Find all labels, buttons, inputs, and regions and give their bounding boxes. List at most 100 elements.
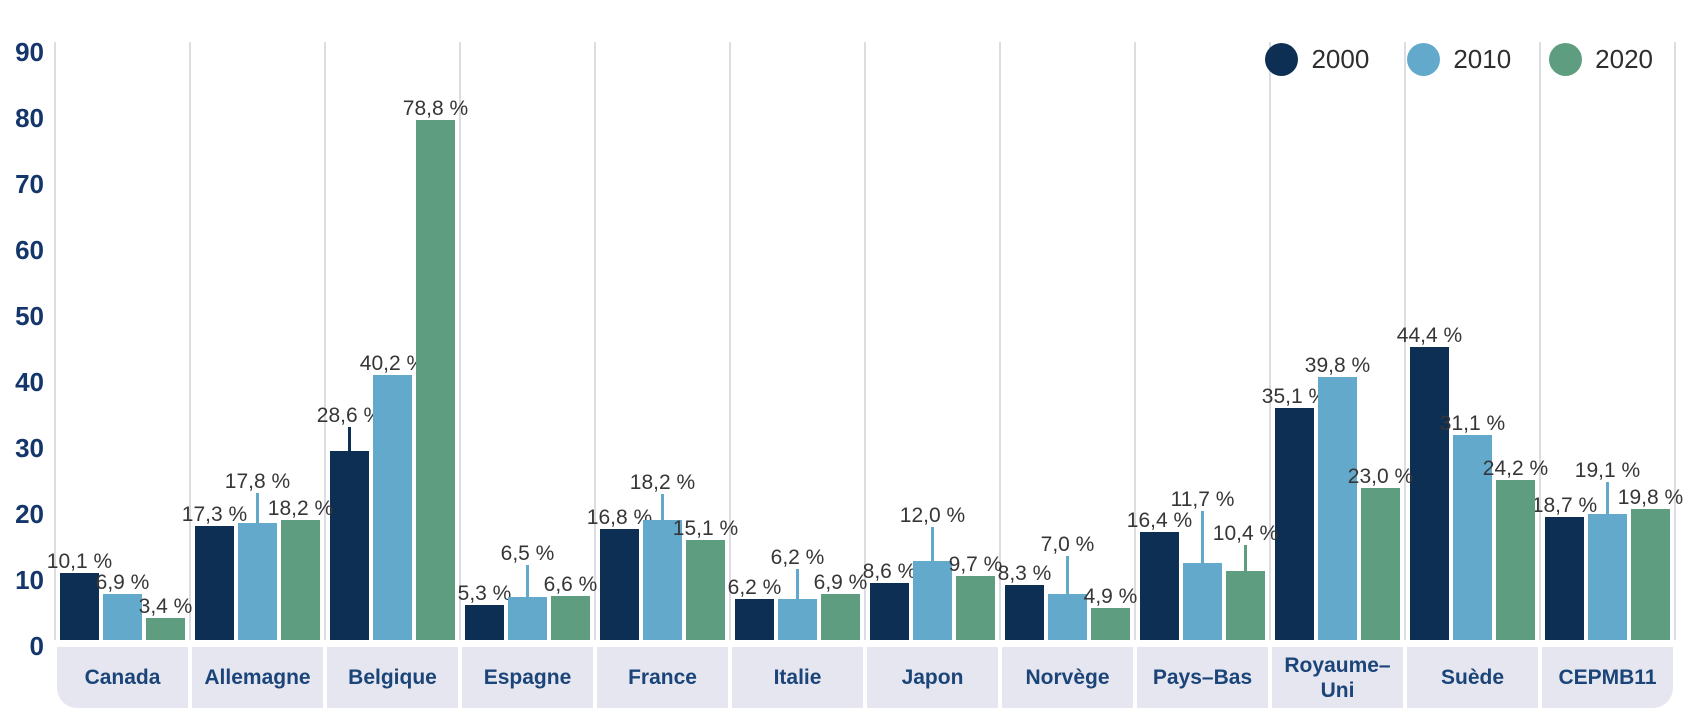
bar-value-label: 28,6 %	[316, 404, 383, 427]
category-gridline	[1269, 42, 1271, 640]
bar-cepmb11-2020	[1631, 509, 1670, 640]
category-gridline	[1539, 42, 1541, 640]
bar-france-2010	[643, 520, 682, 640]
bar-value-label: 44,4 %	[1396, 324, 1463, 347]
bar-value-label: 16,8 %	[586, 506, 653, 529]
y-tick-label: 50	[15, 301, 44, 331]
category-gridline	[189, 42, 191, 640]
bar-japon-2010	[913, 561, 952, 640]
bar-pays-bas-2000	[1140, 532, 1179, 640]
y-tick-label: 30	[15, 433, 44, 463]
bar-value-label: 6,2 %	[727, 576, 782, 599]
bar-norvege-2010	[1048, 594, 1087, 640]
bar-suede-2010	[1453, 435, 1492, 640]
bar-allemagne-2000	[195, 526, 234, 640]
category-label-norvege: Norvège	[1002, 647, 1133, 708]
bar-value-label: 9,7 %	[948, 553, 1003, 576]
label-leader-line	[1201, 511, 1204, 571]
y-tick-label: 90	[15, 37, 44, 67]
bar-value-label: 6,6 %	[543, 573, 598, 596]
bar-value-label: 19,1 %	[1574, 459, 1641, 482]
bar-value-label: 8,3 %	[997, 562, 1052, 585]
legend: 2000 2010 2020	[1265, 43, 1653, 76]
legend-item-2010: 2010	[1407, 43, 1511, 76]
bar-value-label: 35,1 %	[1261, 385, 1328, 408]
legend-color-dot-2010	[1407, 43, 1441, 76]
bar-value-label: 78,8 %	[402, 97, 469, 120]
bar-belgique-2020	[416, 120, 455, 640]
category-gridline	[1134, 42, 1136, 640]
bar-italie-2010	[778, 599, 817, 640]
bar-value-label: 19,8 %	[1617, 486, 1684, 509]
legend-item-2000: 2000	[1265, 43, 1369, 76]
category-gridline	[54, 42, 56, 640]
label-leader-line	[796, 569, 799, 607]
category-label-text: Allemagne	[204, 666, 311, 689]
category-label-suede: Suède	[1407, 647, 1538, 708]
category-label-belgique: Belgique	[327, 647, 458, 708]
category-label-italie: Italie	[732, 647, 863, 708]
label-leader-line	[1244, 545, 1247, 579]
bar-italie-2000	[735, 599, 774, 640]
bar-espagne-2000	[465, 605, 504, 640]
legend-item-2020: 2020	[1549, 43, 1653, 76]
bar-value-label: 12,0 %	[899, 504, 966, 527]
bar-value-label: 6,9 %	[813, 571, 868, 594]
bar-suede-2020	[1496, 480, 1535, 640]
bar-belgique-2010	[373, 375, 412, 640]
category-gridline	[459, 42, 461, 640]
bar-value-label: 15,1 %	[672, 517, 739, 540]
bar-value-label: 7,0 %	[1040, 533, 1095, 556]
bar-norvege-2020	[1091, 608, 1130, 640]
category-label-canada: Canada	[57, 647, 188, 708]
bar-canada-2010	[103, 594, 142, 640]
category-gridline	[594, 42, 596, 640]
category-label-royaume-uni: Royaume–Uni	[1272, 647, 1403, 708]
category-label-text: Belgique	[348, 666, 437, 689]
bar-value-label: 16,4 %	[1126, 509, 1193, 532]
label-leader-line	[931, 527, 934, 569]
category-gridline	[864, 42, 866, 640]
label-leader-line	[348, 427, 351, 459]
category-label-text: Suède	[1440, 666, 1505, 689]
bar-cepmb11-2010	[1588, 514, 1627, 640]
y-tick-label: 20	[15, 499, 44, 529]
category-label-text: Japon	[901, 666, 964, 689]
category-label-allemagne: Allemagne	[192, 647, 323, 708]
label-leader-line	[1606, 482, 1609, 522]
y-tick-label: 0	[29, 631, 44, 661]
bar-espagne-2010	[508, 597, 547, 640]
category-label-text: France	[628, 666, 697, 689]
bar-espagne-2020	[551, 596, 590, 640]
bar-royaume-uni-2020	[1361, 488, 1400, 640]
y-tick-label: 80	[15, 103, 44, 133]
category-label-text: Royaume–Uni	[1284, 653, 1391, 702]
bar-belgique-2000	[330, 451, 369, 640]
category-label-text: Espagne	[483, 666, 572, 689]
bar-value-label: 3,4 %	[138, 595, 193, 618]
bar-value-label: 5,3 %	[457, 582, 512, 605]
bar-value-label: 8,6 %	[862, 560, 917, 583]
bar-japon-2020	[956, 576, 995, 640]
y-tick-label: 60	[15, 235, 44, 265]
bar-value-label: 6,2 %	[770, 546, 825, 569]
bar-allemagne-2010	[238, 523, 277, 640]
bar-value-label: 18,2 %	[629, 471, 696, 494]
bar-canada-2020	[146, 618, 185, 640]
bar-france-2000	[600, 529, 639, 640]
category-label-japon: Japon	[867, 647, 998, 708]
category-gridline	[729, 42, 731, 640]
legend-color-dot-2000	[1265, 43, 1299, 76]
category-label-france: France	[597, 647, 728, 708]
category-gridline	[999, 42, 1001, 640]
y-tick-label: 10	[15, 565, 44, 595]
label-leader-line	[1066, 556, 1069, 602]
bar-royaume-uni-2010	[1318, 377, 1357, 640]
label-leader-line	[526, 565, 529, 605]
bar-value-label: 24,2 %	[1482, 457, 1549, 480]
category-gridline	[1674, 42, 1676, 640]
bar-italie-2020	[821, 594, 860, 640]
category-gridline	[324, 42, 326, 640]
category-label-espagne: Espagne	[462, 647, 593, 708]
